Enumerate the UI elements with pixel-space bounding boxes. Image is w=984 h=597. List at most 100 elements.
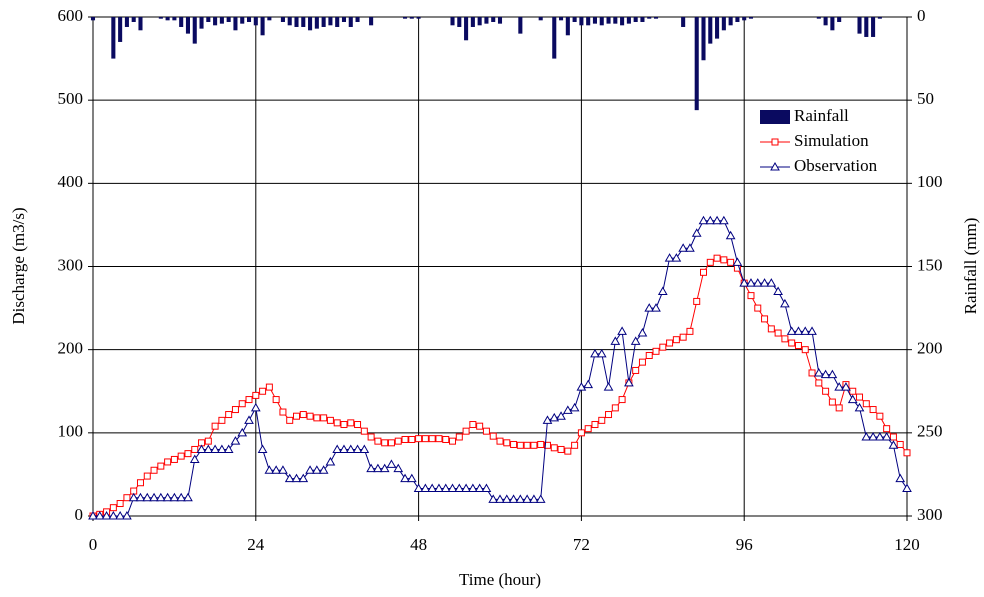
marker: [420, 483, 431, 493]
marker: [189, 454, 200, 463]
rain-bar: [647, 17, 652, 19]
marker: [759, 278, 770, 287]
marker: [196, 444, 207, 453]
marker: [700, 268, 707, 276]
rain-bar: [131, 17, 136, 22]
marker: [713, 254, 721, 262]
rain-bar: [246, 17, 252, 22]
marker: [223, 444, 234, 453]
rain-bar: [280, 17, 285, 22]
marker: [522, 494, 532, 503]
marker: [366, 463, 376, 473]
marker: [813, 367, 824, 377]
rain-bar: [328, 17, 333, 26]
marker: [259, 387, 267, 395]
marker: [664, 253, 675, 262]
rain-bar: [335, 17, 340, 27]
y-tick-label: 400: [58, 172, 84, 191]
marker: [347, 419, 355, 427]
marker: [766, 278, 777, 287]
marker: [325, 456, 336, 466]
marker: [705, 215, 716, 225]
marker: [854, 402, 865, 412]
rain-bar: [464, 17, 469, 41]
marker: [698, 215, 709, 225]
marker: [720, 256, 728, 264]
rain-bar: [484, 17, 489, 24]
marker: [822, 387, 830, 395]
marker: [618, 396, 626, 404]
marker: [482, 427, 490, 435]
marker: [903, 449, 911, 457]
rain-bar: [240, 17, 245, 24]
marker: [101, 510, 112, 520]
marker: [278, 465, 288, 474]
marker: [238, 400, 246, 408]
rain-bar: [226, 17, 231, 22]
rain-bar: [165, 17, 170, 21]
rain-bar: [565, 17, 570, 36]
marker: [94, 510, 105, 520]
marker: [245, 396, 253, 404]
marker: [889, 433, 897, 441]
marker: [761, 315, 769, 323]
marker: [691, 228, 702, 237]
marker: [841, 382, 851, 391]
marker: [535, 494, 546, 503]
marker: [800, 326, 811, 335]
x-tick-label: 72: [573, 535, 590, 554]
marker: [306, 412, 314, 420]
rain-bar: [701, 17, 706, 61]
marker: [801, 346, 809, 354]
rain-bar: [118, 17, 123, 42]
rain-bar: [213, 17, 218, 26]
marker: [849, 387, 857, 395]
rain-bar: [450, 17, 455, 26]
marker: [413, 483, 424, 493]
rain-bar: [586, 17, 591, 26]
y2-tick-label: 200: [917, 339, 943, 358]
marker: [386, 459, 397, 468]
marker: [305, 465, 315, 474]
rain-bar: [620, 17, 625, 26]
marker: [279, 408, 287, 416]
marker: [529, 494, 539, 503]
rain-bar: [640, 17, 645, 22]
marker: [454, 483, 465, 493]
y2-tick-label: 150: [917, 255, 943, 274]
marker: [651, 303, 661, 312]
marker: [786, 326, 797, 335]
marker: [135, 492, 146, 502]
marker: [637, 328, 648, 337]
marker: [326, 416, 334, 424]
marker: [693, 297, 701, 305]
marker: [516, 441, 524, 449]
marker: [230, 436, 241, 445]
rain-bar: [409, 17, 414, 19]
marker: [122, 510, 132, 520]
marker: [311, 465, 322, 474]
rain-bar: [748, 17, 754, 19]
marker: [523, 441, 531, 449]
marker: [169, 492, 180, 502]
marker: [257, 444, 268, 453]
rain-bar: [477, 17, 482, 26]
marker: [474, 483, 485, 493]
marker: [379, 463, 390, 473]
rain-bar: [172, 17, 177, 21]
marker: [671, 253, 682, 262]
marker: [320, 414, 328, 422]
marker: [244, 415, 254, 424]
rain-bar: [715, 17, 720, 39]
marker: [902, 483, 912, 493]
marker: [834, 382, 845, 391]
marker: [332, 444, 343, 453]
y2-tick-label: 100: [917, 172, 943, 191]
marker: [231, 406, 239, 414]
rain-bar: [470, 17, 475, 27]
rain-bar: [857, 17, 862, 34]
marker: [510, 440, 518, 448]
marker: [408, 435, 416, 443]
marker: [211, 422, 219, 430]
marker: [123, 494, 131, 502]
